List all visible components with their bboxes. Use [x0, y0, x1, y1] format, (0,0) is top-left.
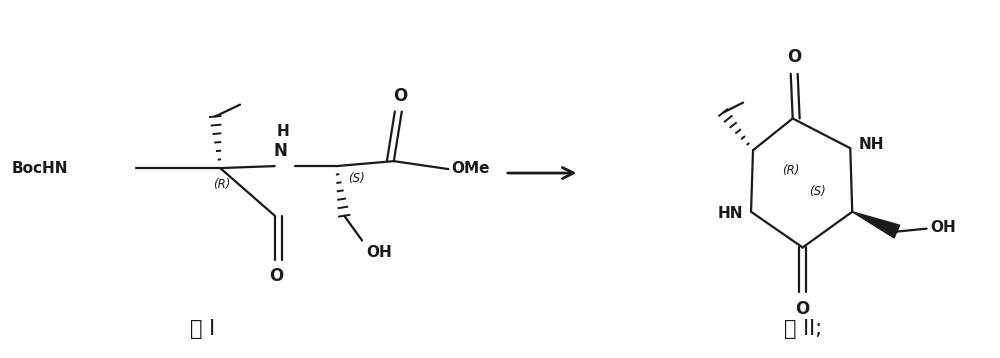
Text: (S): (S) — [809, 185, 826, 198]
Text: NH: NH — [858, 137, 884, 152]
Text: H: H — [276, 124, 289, 139]
Text: BocHN: BocHN — [12, 161, 68, 175]
Text: (R): (R) — [213, 178, 231, 191]
Text: OMe: OMe — [451, 161, 490, 175]
Text: O: O — [393, 87, 407, 105]
Text: HN: HN — [718, 206, 743, 221]
Text: (R): (R) — [782, 164, 799, 176]
Text: OH: OH — [366, 246, 392, 261]
Text: 式 I: 式 I — [190, 319, 215, 339]
Text: OH: OH — [931, 220, 956, 235]
Text: N: N — [274, 142, 288, 160]
Text: 式 II;: 式 II; — [784, 319, 822, 339]
Polygon shape — [852, 212, 900, 238]
Text: O: O — [788, 48, 802, 66]
Text: O: O — [796, 300, 810, 318]
Text: O: O — [270, 267, 284, 285]
Text: (S): (S) — [348, 172, 365, 185]
